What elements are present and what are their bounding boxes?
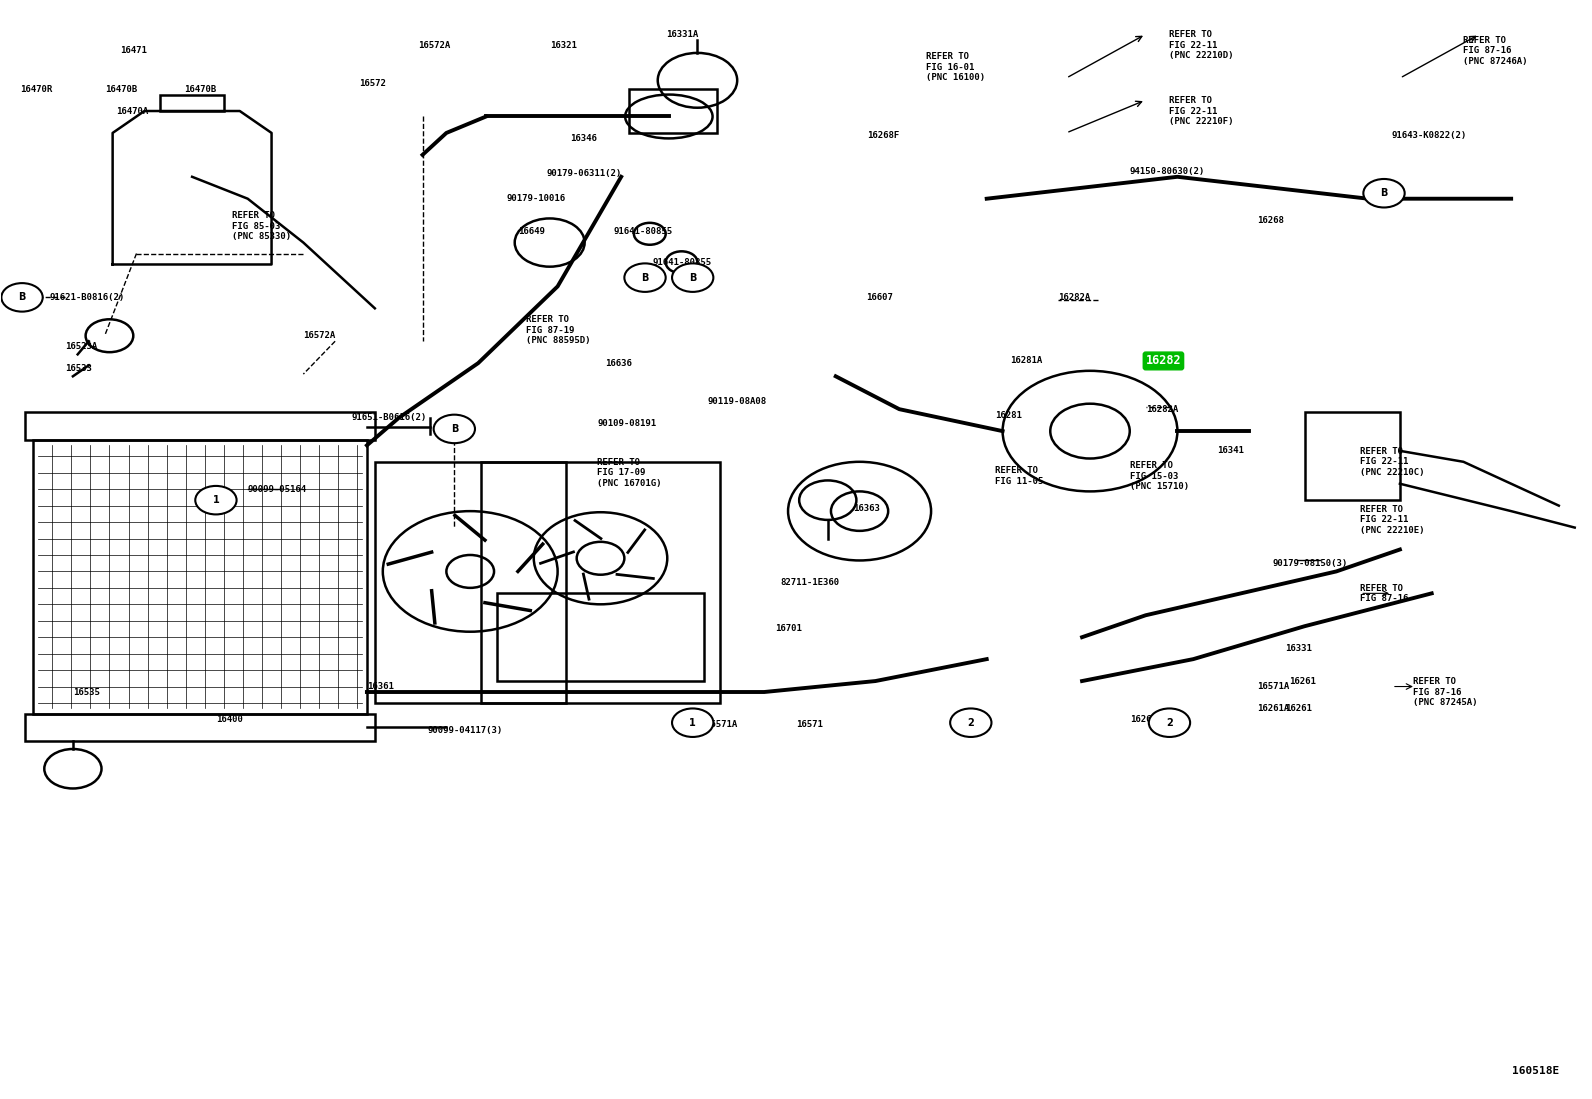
Text: 90119-08A08: 90119-08A08 bbox=[707, 397, 766, 406]
Text: 16470R: 16470R bbox=[21, 85, 53, 93]
Bar bbox=[481, 462, 720, 703]
Text: 2: 2 bbox=[968, 718, 974, 728]
Bar bbox=[1304, 412, 1399, 500]
Circle shape bbox=[672, 709, 713, 737]
Circle shape bbox=[196, 486, 237, 514]
Text: 16268: 16268 bbox=[1256, 217, 1283, 225]
Text: 16400: 16400 bbox=[217, 715, 244, 724]
Circle shape bbox=[950, 709, 992, 737]
Text: 16321: 16321 bbox=[549, 41, 576, 49]
Text: REFER TO
FIG 11-05: REFER TO FIG 11-05 bbox=[995, 466, 1043, 486]
Text: 16268F: 16268F bbox=[868, 131, 899, 140]
Text: 16572A: 16572A bbox=[417, 41, 451, 49]
Text: 91641-80855: 91641-80855 bbox=[613, 227, 672, 236]
Text: B: B bbox=[642, 273, 648, 282]
Text: REFER TO
FIG 17-09
(PNC 16701G): REFER TO FIG 17-09 (PNC 16701G) bbox=[597, 458, 662, 488]
Bar bbox=[497, 593, 704, 681]
Text: REFER TO
FIG 22-11
(PNC 22210F): REFER TO FIG 22-11 (PNC 22210F) bbox=[1170, 96, 1234, 126]
Text: REFER TO
FIG 22-11
(PNC 22210C): REFER TO FIG 22-11 (PNC 22210C) bbox=[1360, 447, 1425, 477]
Text: 16331: 16331 bbox=[1285, 644, 1312, 653]
Text: REFER TO
FIG 85-03
(PNC 85330): REFER TO FIG 85-03 (PNC 85330) bbox=[232, 211, 291, 241]
Text: 16470B: 16470B bbox=[105, 85, 137, 93]
Text: 16571A: 16571A bbox=[705, 721, 737, 730]
Text: 90179-06311(2): 90179-06311(2) bbox=[546, 169, 622, 178]
Text: 16636: 16636 bbox=[605, 358, 632, 368]
Text: 16331A: 16331A bbox=[665, 30, 697, 38]
Bar bbox=[25, 412, 374, 440]
Text: REFER TO
FIG 16-01
(PNC 16100): REFER TO FIG 16-01 (PNC 16100) bbox=[927, 53, 985, 82]
Text: REFER TO
FIG 87-19
(PNC 88595D): REFER TO FIG 87-19 (PNC 88595D) bbox=[525, 315, 591, 345]
Text: 16261A: 16261A bbox=[1256, 704, 1290, 713]
Text: 16261: 16261 bbox=[1288, 677, 1315, 686]
Text: REFER TO
FIG 22-11
(PNC 22210E): REFER TO FIG 22-11 (PNC 22210E) bbox=[1360, 506, 1425, 535]
Text: 16571: 16571 bbox=[796, 721, 823, 730]
Bar bbox=[161, 95, 224, 111]
Text: 91621-B0816(2): 91621-B0816(2) bbox=[49, 292, 124, 302]
Circle shape bbox=[433, 414, 474, 443]
Text: 160518E: 160518E bbox=[1511, 1066, 1559, 1076]
Text: 90109-08191: 90109-08191 bbox=[597, 419, 656, 428]
Text: REFER TO
FIG 22-11
(PNC 22210D): REFER TO FIG 22-11 (PNC 22210D) bbox=[1170, 31, 1234, 60]
Text: B: B bbox=[1380, 188, 1388, 198]
Text: 16261: 16261 bbox=[1285, 704, 1312, 713]
Bar bbox=[629, 89, 716, 133]
Text: B: B bbox=[689, 273, 696, 282]
Text: REFER TO
FIG 15-03
(PNC 15710): REFER TO FIG 15-03 (PNC 15710) bbox=[1130, 462, 1189, 491]
Circle shape bbox=[624, 264, 665, 292]
Text: 16533: 16533 bbox=[65, 364, 92, 374]
Text: 91643-K0822(2): 91643-K0822(2) bbox=[1391, 131, 1468, 140]
Text: 16523A: 16523A bbox=[65, 342, 97, 352]
Text: 16649: 16649 bbox=[517, 227, 544, 236]
Text: 16535: 16535 bbox=[73, 688, 100, 697]
Text: 16281: 16281 bbox=[995, 411, 1022, 420]
Text: REFER TO
FIG 87-16
(PNC 87246A): REFER TO FIG 87-16 (PNC 87246A) bbox=[1463, 36, 1528, 66]
Text: 16282A: 16282A bbox=[1059, 292, 1091, 302]
Polygon shape bbox=[113, 111, 272, 265]
Text: 16261A: 16261A bbox=[1130, 715, 1162, 724]
Text: 16282A: 16282A bbox=[1146, 404, 1178, 413]
Text: 90179-10016: 90179-10016 bbox=[506, 195, 565, 203]
Text: 16572: 16572 bbox=[358, 79, 385, 88]
Text: 16341: 16341 bbox=[1218, 446, 1243, 455]
Text: 82711-1E360: 82711-1E360 bbox=[780, 578, 839, 587]
Text: 90179-08150(3): 90179-08150(3) bbox=[1272, 559, 1348, 568]
Text: REFER TO
FIG 87-16: REFER TO FIG 87-16 bbox=[1360, 584, 1409, 603]
Bar bbox=[374, 462, 565, 703]
Text: 91651-B0616(2): 91651-B0616(2) bbox=[350, 413, 427, 422]
Text: 16470B: 16470B bbox=[185, 85, 217, 93]
Text: 16361: 16361 bbox=[366, 682, 393, 691]
Text: 94150-80630(2): 94150-80630(2) bbox=[1130, 167, 1205, 176]
Text: 16281A: 16281A bbox=[1011, 356, 1043, 366]
Text: 16470A: 16470A bbox=[116, 107, 148, 115]
Text: 16471: 16471 bbox=[121, 46, 148, 55]
Circle shape bbox=[1149, 709, 1191, 737]
Text: 16346: 16346 bbox=[570, 134, 597, 143]
Text: 2: 2 bbox=[1165, 718, 1173, 728]
Text: 16572A: 16572A bbox=[304, 331, 336, 341]
Text: 90099-04117(3): 90099-04117(3) bbox=[427, 725, 503, 735]
Text: B: B bbox=[19, 292, 25, 302]
Bar bbox=[25, 714, 374, 742]
Circle shape bbox=[2, 284, 43, 312]
Circle shape bbox=[1363, 179, 1404, 208]
Text: 16282: 16282 bbox=[1146, 355, 1181, 367]
Text: 16571A: 16571A bbox=[1256, 682, 1290, 691]
Text: B: B bbox=[451, 424, 458, 434]
Circle shape bbox=[672, 264, 713, 292]
Text: 1: 1 bbox=[689, 718, 696, 728]
Text: 16363: 16363 bbox=[853, 504, 880, 513]
Text: REFER TO
FIG 87-16
(PNC 87245A): REFER TO FIG 87-16 (PNC 87245A) bbox=[1412, 677, 1477, 707]
Text: 91641-80855: 91641-80855 bbox=[653, 258, 712, 267]
Text: 16607: 16607 bbox=[866, 292, 893, 302]
Text: 90099-05164: 90099-05164 bbox=[248, 485, 307, 493]
Bar bbox=[33, 440, 366, 714]
Text: 1: 1 bbox=[213, 496, 220, 506]
Text: 16701: 16701 bbox=[775, 624, 802, 633]
